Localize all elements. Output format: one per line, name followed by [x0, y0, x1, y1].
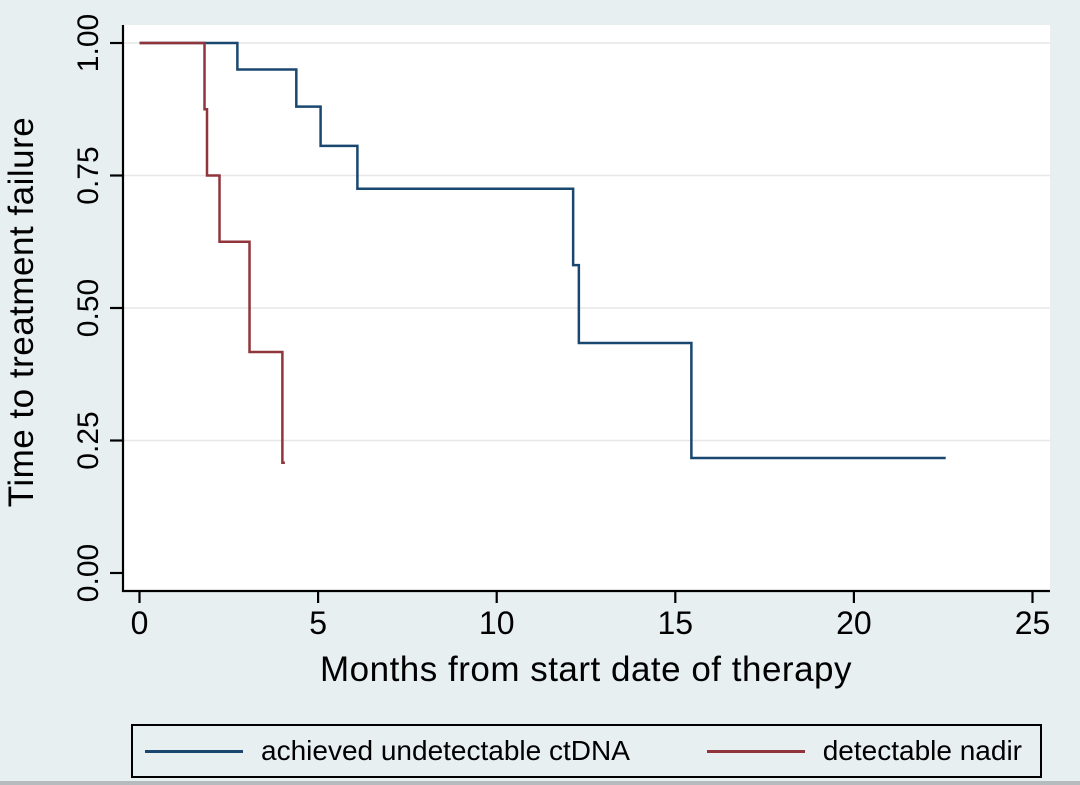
- y-tick-label: 0.25: [72, 411, 105, 469]
- series-curve-achieved-undetectable-ctdna: [139, 41, 946, 460]
- series-curve-detectable-nadir: [139, 41, 285, 465]
- y-tick-label: 0.50: [72, 279, 105, 337]
- x-axis-title: Months from start date of therapy: [319, 650, 852, 689]
- legend-label: achieved undetectable ctDNA: [261, 735, 630, 766]
- legend-line-sample-red: [706, 749, 805, 753]
- y-tick-label: 0.75: [72, 146, 105, 204]
- y-tick-label: 0.00: [72, 544, 105, 602]
- x-tick-label: 5: [309, 605, 327, 641]
- legend-item-detectable-nadir: detectable nadir: [706, 735, 1022, 767]
- legend-line-sample-blue: [145, 749, 243, 753]
- x-tick-label: 0: [131, 605, 149, 641]
- x-tick-label: 15: [658, 605, 694, 641]
- x-tick-label: 20: [836, 605, 872, 641]
- y-tick-label: 1.00: [72, 14, 105, 72]
- x-tick-label: 25: [1015, 605, 1051, 641]
- window-bottom-edge: [0, 781, 1080, 785]
- y-axis-title: Time to treatment failure: [2, 116, 41, 508]
- legend-label: detectable nadir: [822, 735, 1022, 766]
- legend-item-achieved-undetectable-ctdna: achieved undetectable ctDNA: [145, 735, 630, 767]
- legend-box: achieved undetectable ctDNA detectable n…: [131, 724, 1042, 778]
- x-tick-label: 10: [479, 605, 515, 641]
